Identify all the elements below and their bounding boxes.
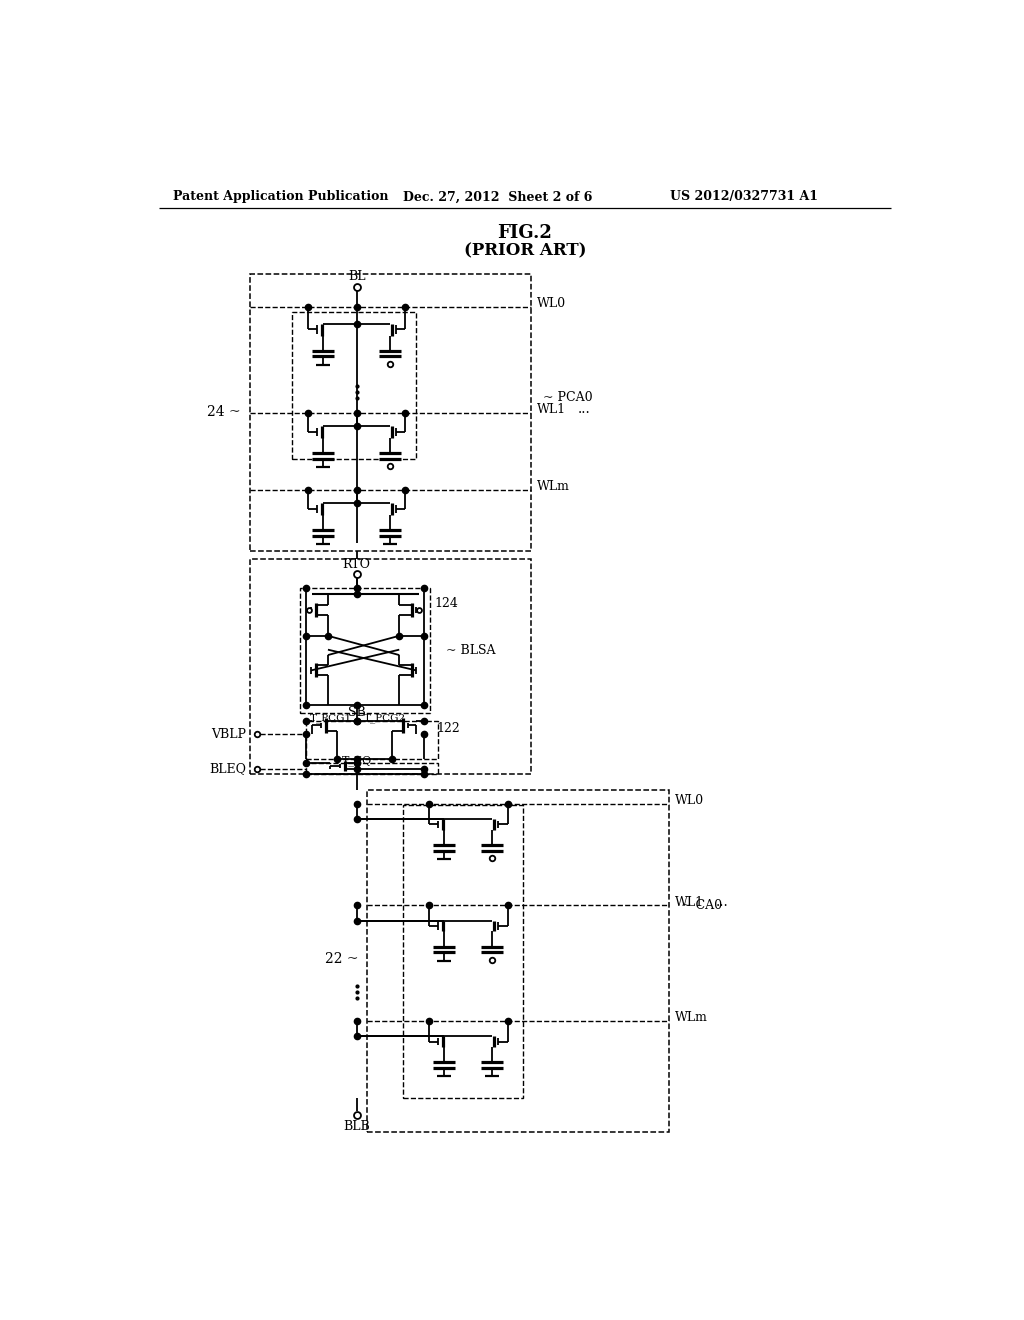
Text: ~ PCA0: ~ PCA0 (543, 391, 592, 404)
Text: T_PCG2: T_PCG2 (365, 713, 407, 723)
Text: WL1: WL1 (675, 896, 705, 908)
Text: SB: SB (348, 706, 366, 719)
Bar (306, 763, 438, 775)
Bar (300, 589, 430, 713)
Text: ...: ... (578, 403, 590, 416)
Bar (403, 805, 523, 1098)
Text: BLB: BLB (343, 1119, 370, 1133)
Bar (251, 275, 531, 552)
Text: WL0: WL0 (538, 297, 566, 310)
Text: BLEQ: BLEQ (210, 763, 247, 776)
Text: ~ BLSA: ~ BLSA (445, 644, 496, 657)
Bar (367, 789, 669, 1133)
Text: WLm: WLm (538, 480, 570, 492)
Text: US 2012/0327731 A1: US 2012/0327731 A1 (671, 190, 818, 203)
Text: ...: ... (716, 895, 728, 909)
Text: BL: BL (348, 271, 366, 284)
Text: (PRIOR ART): (PRIOR ART) (464, 243, 586, 259)
Text: Dec. 27, 2012  Sheet 2 of 6: Dec. 27, 2012 Sheet 2 of 6 (403, 190, 593, 203)
Text: 24 ~: 24 ~ (207, 405, 241, 420)
Text: VBLP: VBLP (212, 727, 247, 741)
Text: 122: 122 (436, 722, 460, 735)
Bar (251, 558, 531, 775)
Text: WL1: WL1 (538, 403, 566, 416)
Text: WL0: WL0 (675, 795, 705, 807)
Text: ~ CA0: ~ CA0 (681, 899, 722, 912)
Bar (292, 313, 417, 459)
Text: 124: 124 (434, 597, 458, 610)
Bar (306, 721, 438, 759)
Text: T_PCG1: T_PCG1 (310, 713, 352, 723)
Text: T_EQ: T_EQ (341, 755, 372, 766)
Text: Patent Application Publication: Patent Application Publication (173, 190, 388, 203)
Text: RTO: RTO (343, 558, 371, 572)
Text: WLm: WLm (675, 1011, 708, 1024)
Text: 22 ~: 22 ~ (326, 952, 359, 966)
Text: FIG.2: FIG.2 (498, 224, 552, 242)
